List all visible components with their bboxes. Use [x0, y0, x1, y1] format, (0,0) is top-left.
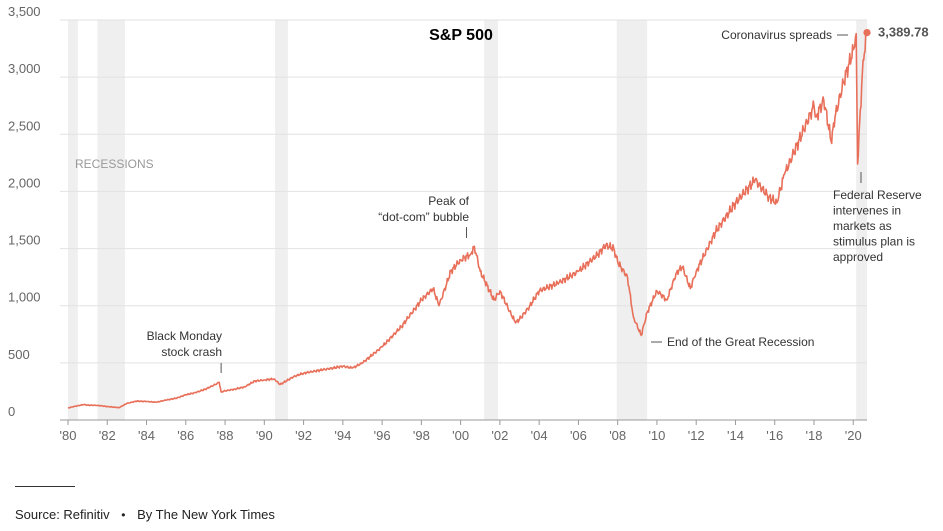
annotation-fed: markets as — [833, 219, 892, 233]
footer-separator: • — [121, 508, 126, 522]
x-tick-label: '88 — [217, 428, 234, 443]
x-tick-label: '82 — [99, 428, 116, 443]
recession-band — [616, 20, 648, 420]
y-axis: 0 500 1,000 1,500 2,000 2,500 3,000 3,500 — [8, 4, 41, 419]
y-tick-label: 2,500 — [8, 118, 41, 133]
byline-text: By The New York Times — [137, 507, 275, 522]
annotation-fed: stimulus plan is — [833, 235, 915, 249]
x-tick-label: '08 — [609, 428, 626, 443]
x-tick-label: '90 — [256, 428, 273, 443]
x-tick-label: '18 — [806, 428, 823, 443]
recession-band — [68, 20, 78, 420]
annotation-black-monday: Black Monday — [147, 329, 222, 343]
x-tick-label: '96 — [374, 428, 391, 443]
footer: Source: Refinitiv • By The New York Time… — [15, 507, 275, 522]
x-tick-label: '20 — [845, 428, 862, 443]
annotation-fed: intervenes in — [833, 204, 901, 218]
gridlines — [60, 19, 867, 421]
source-text: Source: Refinitiv — [15, 507, 110, 522]
x-axis: '80 '82 '84 '86 '88 '90 '92 '94 '96 '98 '00 '02 '04 '… — [60, 420, 862, 443]
annotation-black-monday: stock crash — [161, 345, 222, 359]
recession-band — [275, 20, 288, 420]
y-tick-label: 1,500 — [8, 233, 41, 248]
recession-band — [484, 20, 498, 420]
x-tick-label: '80 — [60, 428, 77, 443]
sp500-line — [67, 32, 868, 409]
y-tick-label: 500 — [8, 347, 30, 362]
recessions-label: RECESSIONS — [75, 157, 154, 171]
y-tick-label: 0 — [8, 404, 15, 419]
annotation-dotcom: “dot-com” bubble — [378, 210, 469, 224]
end-point-marker — [863, 28, 871, 37]
end-value-label: 3,389.78 — [878, 25, 929, 40]
x-tick-label: '14 — [727, 428, 744, 443]
recession-band — [97, 20, 125, 420]
y-tick-label: 2,000 — [8, 175, 41, 190]
y-tick-label: 3,000 — [8, 61, 41, 76]
x-tick-label: '94 — [334, 428, 351, 443]
footer-rule — [15, 486, 75, 487]
x-tick-label: '92 — [295, 428, 312, 443]
annotation-dotcom: Peak of — [428, 194, 469, 208]
x-tick-label: '02 — [491, 428, 508, 443]
annotation-fed: Federal Reserve — [833, 188, 922, 202]
recession-bands — [68, 20, 867, 420]
annotation-coronavirus: Coronavirus spreads — [721, 28, 832, 42]
x-tick-label: '12 — [688, 428, 705, 443]
x-tick-label: '86 — [177, 428, 194, 443]
y-tick-label: 1,000 — [8, 290, 41, 305]
recession-band — [856, 20, 867, 420]
x-tick-label: '00 — [452, 428, 469, 443]
annotations: Black Monday stock crash Peak of “dot-com” … — [147, 28, 922, 373]
x-tick-label: '10 — [648, 428, 665, 443]
chart-title: S&P 500 — [429, 27, 493, 44]
annotation-recession-end: End of the Great Recession — [667, 335, 814, 349]
annotation-fed: approved — [833, 250, 883, 264]
x-tick-label: '84 — [138, 428, 155, 443]
x-tick-label: '16 — [766, 428, 783, 443]
y-tick-label: 3,500 — [8, 4, 41, 19]
x-tick-label: '98 — [413, 428, 430, 443]
x-tick-label: '04 — [531, 428, 548, 443]
x-tick-label: '06 — [570, 428, 587, 443]
